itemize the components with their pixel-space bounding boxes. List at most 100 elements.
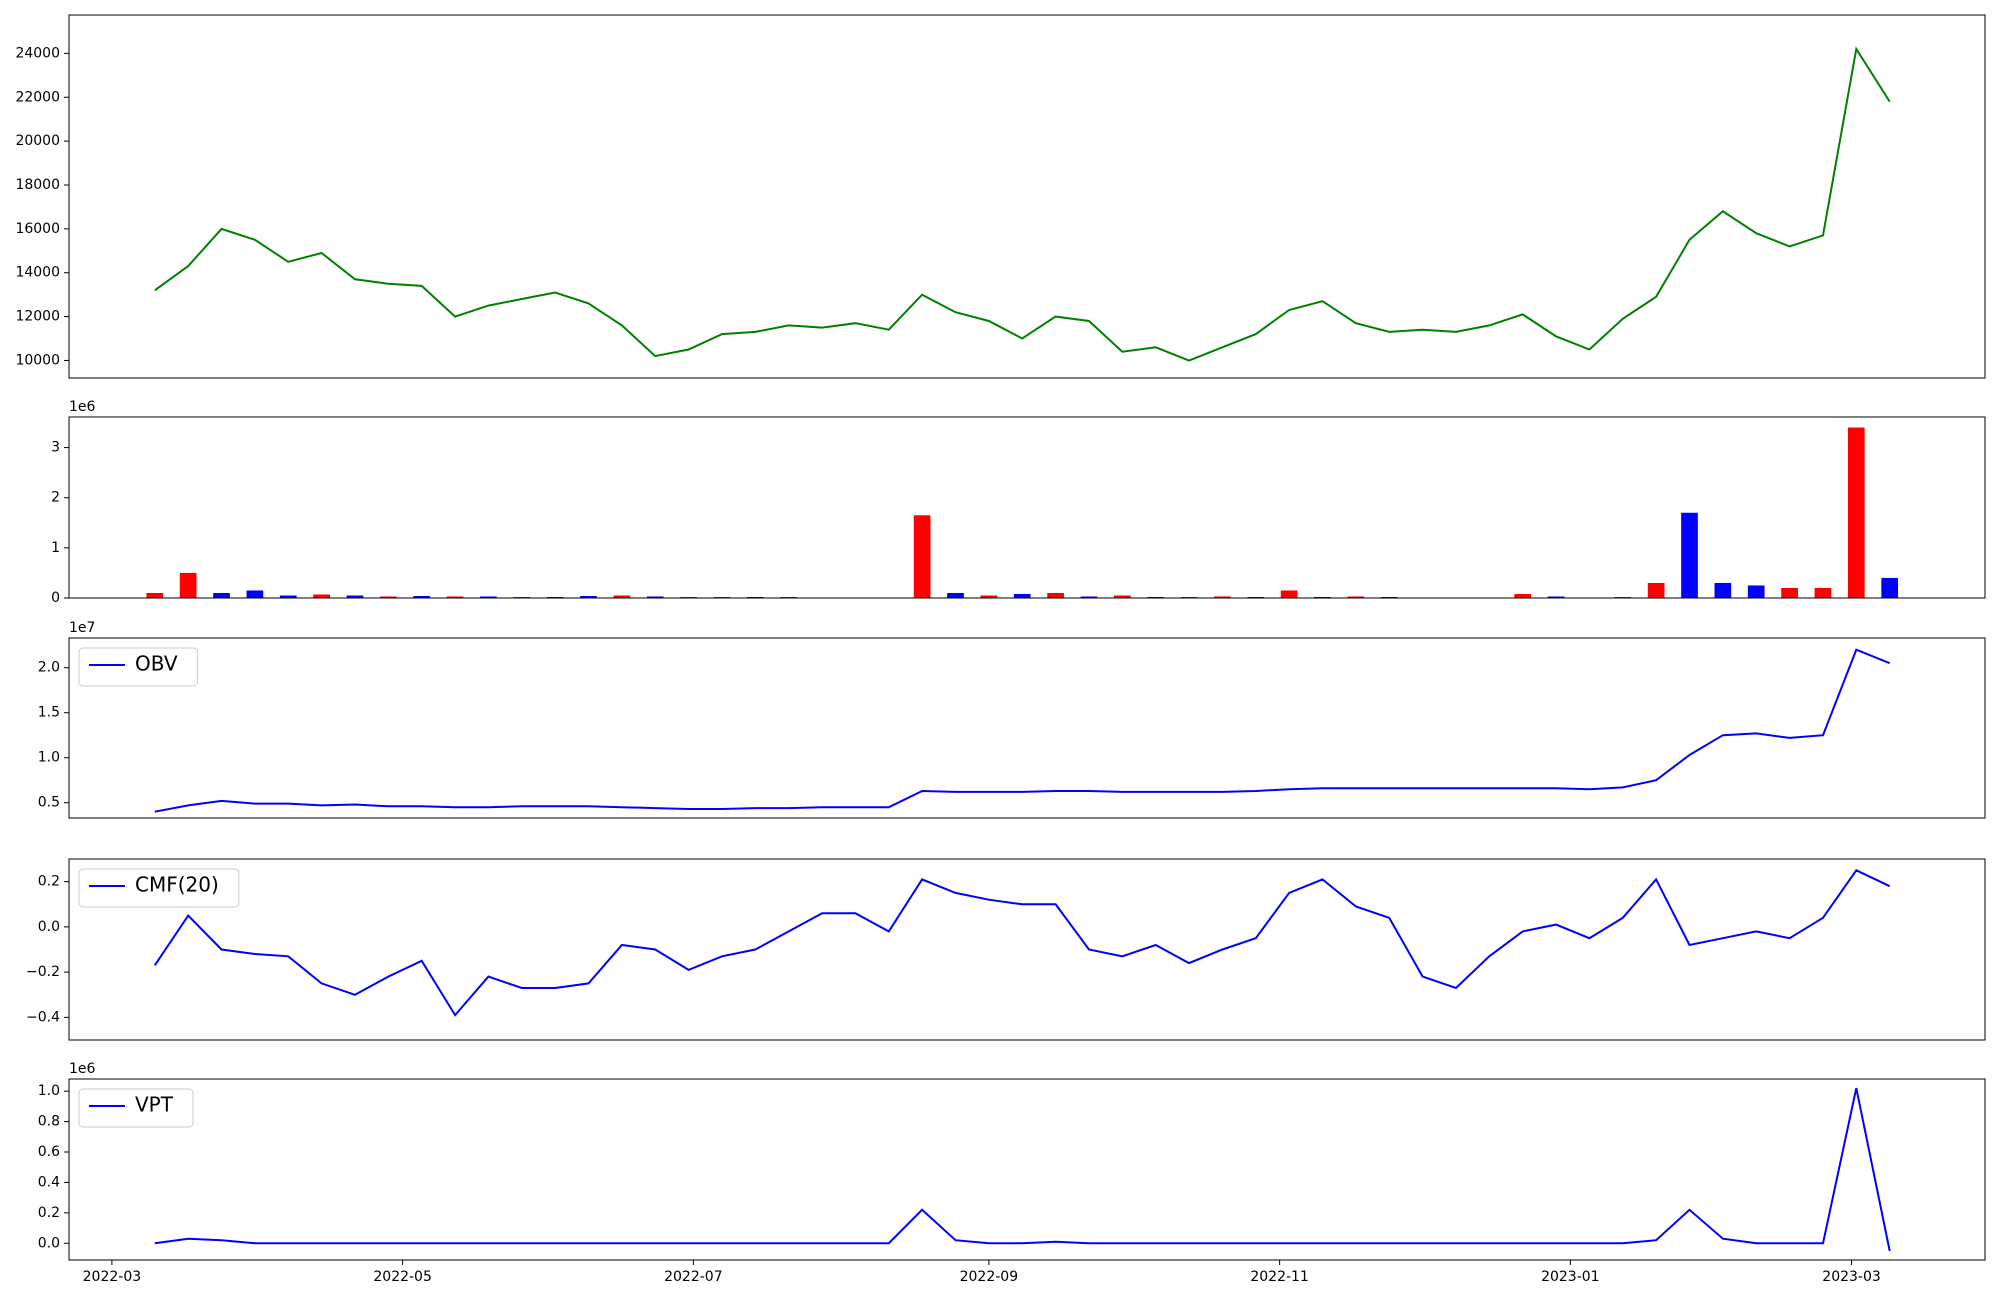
bar xyxy=(680,596,697,598)
bar xyxy=(546,596,564,598)
x-tick-label: 2022-09 xyxy=(960,1269,1019,1285)
axes-frame xyxy=(68,637,1986,819)
y-tick-label: 1.0 xyxy=(38,750,60,766)
axes-frame xyxy=(68,416,1986,599)
x-tick-label: 2022-11 xyxy=(1250,1269,1309,1285)
bar xyxy=(1781,587,1798,598)
y-tick-label: 1.5 xyxy=(38,705,60,721)
legend-box xyxy=(78,1088,194,1128)
offset-label: 1e6 xyxy=(69,399,96,415)
y-tick-label: 1 xyxy=(51,540,60,556)
bar xyxy=(1180,596,1198,598)
y-tick-label: 0.8 xyxy=(38,1114,60,1130)
y-tick-label: 0.2 xyxy=(38,1205,60,1221)
y-tick-label: 0.6 xyxy=(38,1144,60,1160)
bar xyxy=(1814,587,1832,598)
subplot: 0.0 0.2 0.4 0.6 0.8 1.0 1e6 VPT 2022-03 2022-05 20… xyxy=(38,1061,1986,1285)
bar xyxy=(379,596,397,598)
bar xyxy=(1547,596,1565,598)
y-tick-label: 0.0 xyxy=(38,1235,60,1251)
subplot: 10000 12000 14000 16000 18000 20000 22000 24000 xyxy=(15,14,1986,379)
y-tick-label: 3 xyxy=(51,440,60,456)
offset-label: 1e7 xyxy=(69,620,95,636)
y-tick-label: 0.4 xyxy=(38,1174,60,1190)
bar xyxy=(346,595,364,598)
bar xyxy=(1747,585,1765,598)
x-tick-label: 2022-03 xyxy=(83,1269,142,1285)
y-tick-label: 16000 xyxy=(15,221,60,237)
x-tick-label: 2023-03 xyxy=(1822,1269,1881,1285)
axes-frame xyxy=(68,14,1986,379)
bar xyxy=(1714,582,1732,598)
bar xyxy=(146,592,164,598)
y-tick-label: 2.0 xyxy=(38,660,60,676)
y-tick-label: −0.2 xyxy=(26,964,60,980)
subplot: 0 1 2 3 1e6 xyxy=(51,399,1986,606)
y-tick-label: 0.5 xyxy=(38,795,60,811)
y-tick-label: 14000 xyxy=(15,265,60,281)
legend: OBV xyxy=(78,647,199,687)
bar xyxy=(1847,427,1865,598)
bar xyxy=(1080,596,1098,598)
bar xyxy=(246,590,264,598)
y-tick-label: 10000 xyxy=(15,352,60,368)
bar xyxy=(980,595,998,598)
bar xyxy=(1614,596,1632,598)
bar xyxy=(179,572,197,598)
bar xyxy=(1280,590,1298,598)
bar xyxy=(613,595,631,598)
bar xyxy=(1013,593,1031,598)
y-tick-label: 0 xyxy=(51,590,60,606)
legend-label: CMF(20) xyxy=(135,873,219,897)
axes-frame xyxy=(68,1078,1986,1261)
bar xyxy=(279,595,297,598)
bar xyxy=(1113,595,1131,598)
y-tick-label: 0.2 xyxy=(38,874,60,890)
bar xyxy=(446,596,464,598)
bar xyxy=(1147,596,1165,598)
line xyxy=(154,46,1891,362)
y-tick-label: 22000 xyxy=(15,89,60,105)
legend-box xyxy=(78,647,199,687)
y-tick-label: 24000 xyxy=(15,45,60,61)
offset-label: 1e6 xyxy=(69,1061,96,1077)
y-tick-label: 2 xyxy=(51,490,60,506)
axes-frame xyxy=(68,858,1986,1041)
legend-box xyxy=(78,868,240,908)
bar xyxy=(1247,596,1265,598)
bar xyxy=(213,592,230,598)
bar xyxy=(780,596,798,598)
bar xyxy=(1380,596,1398,598)
bar xyxy=(947,592,964,598)
subplot: 0.5 1.0 1.5 2.0 1e7 OBV xyxy=(38,620,1986,819)
bar xyxy=(646,596,664,598)
bar xyxy=(913,515,931,598)
x-tick-label: 2022-07 xyxy=(664,1269,723,1285)
bar xyxy=(1047,592,1064,598)
bar xyxy=(1647,582,1665,598)
bar xyxy=(1214,596,1231,598)
bar xyxy=(1681,512,1698,598)
bar xyxy=(1347,596,1365,598)
y-tick-label: 18000 xyxy=(15,177,60,193)
line xyxy=(153,869,1891,1017)
x-tick-label: 2022-05 xyxy=(373,1269,432,1285)
bar xyxy=(480,596,497,598)
legend-label: OBV xyxy=(135,652,178,676)
y-tick-label: −0.4 xyxy=(26,1009,60,1025)
bar xyxy=(746,596,764,598)
bar xyxy=(1514,593,1532,598)
y-tick-label: 0.0 xyxy=(38,919,60,935)
line xyxy=(154,1087,1891,1252)
legend-label: VPT xyxy=(135,1093,174,1117)
y-tick-label: 1.0 xyxy=(38,1083,60,1099)
y-tick-label: 20000 xyxy=(15,133,60,149)
bar xyxy=(1314,596,1331,598)
bar xyxy=(1881,577,1899,598)
bar xyxy=(513,596,531,598)
line xyxy=(154,648,1891,813)
bar xyxy=(713,596,731,598)
y-tick-label: 12000 xyxy=(15,309,60,325)
legend: CMF(20) xyxy=(78,868,240,908)
